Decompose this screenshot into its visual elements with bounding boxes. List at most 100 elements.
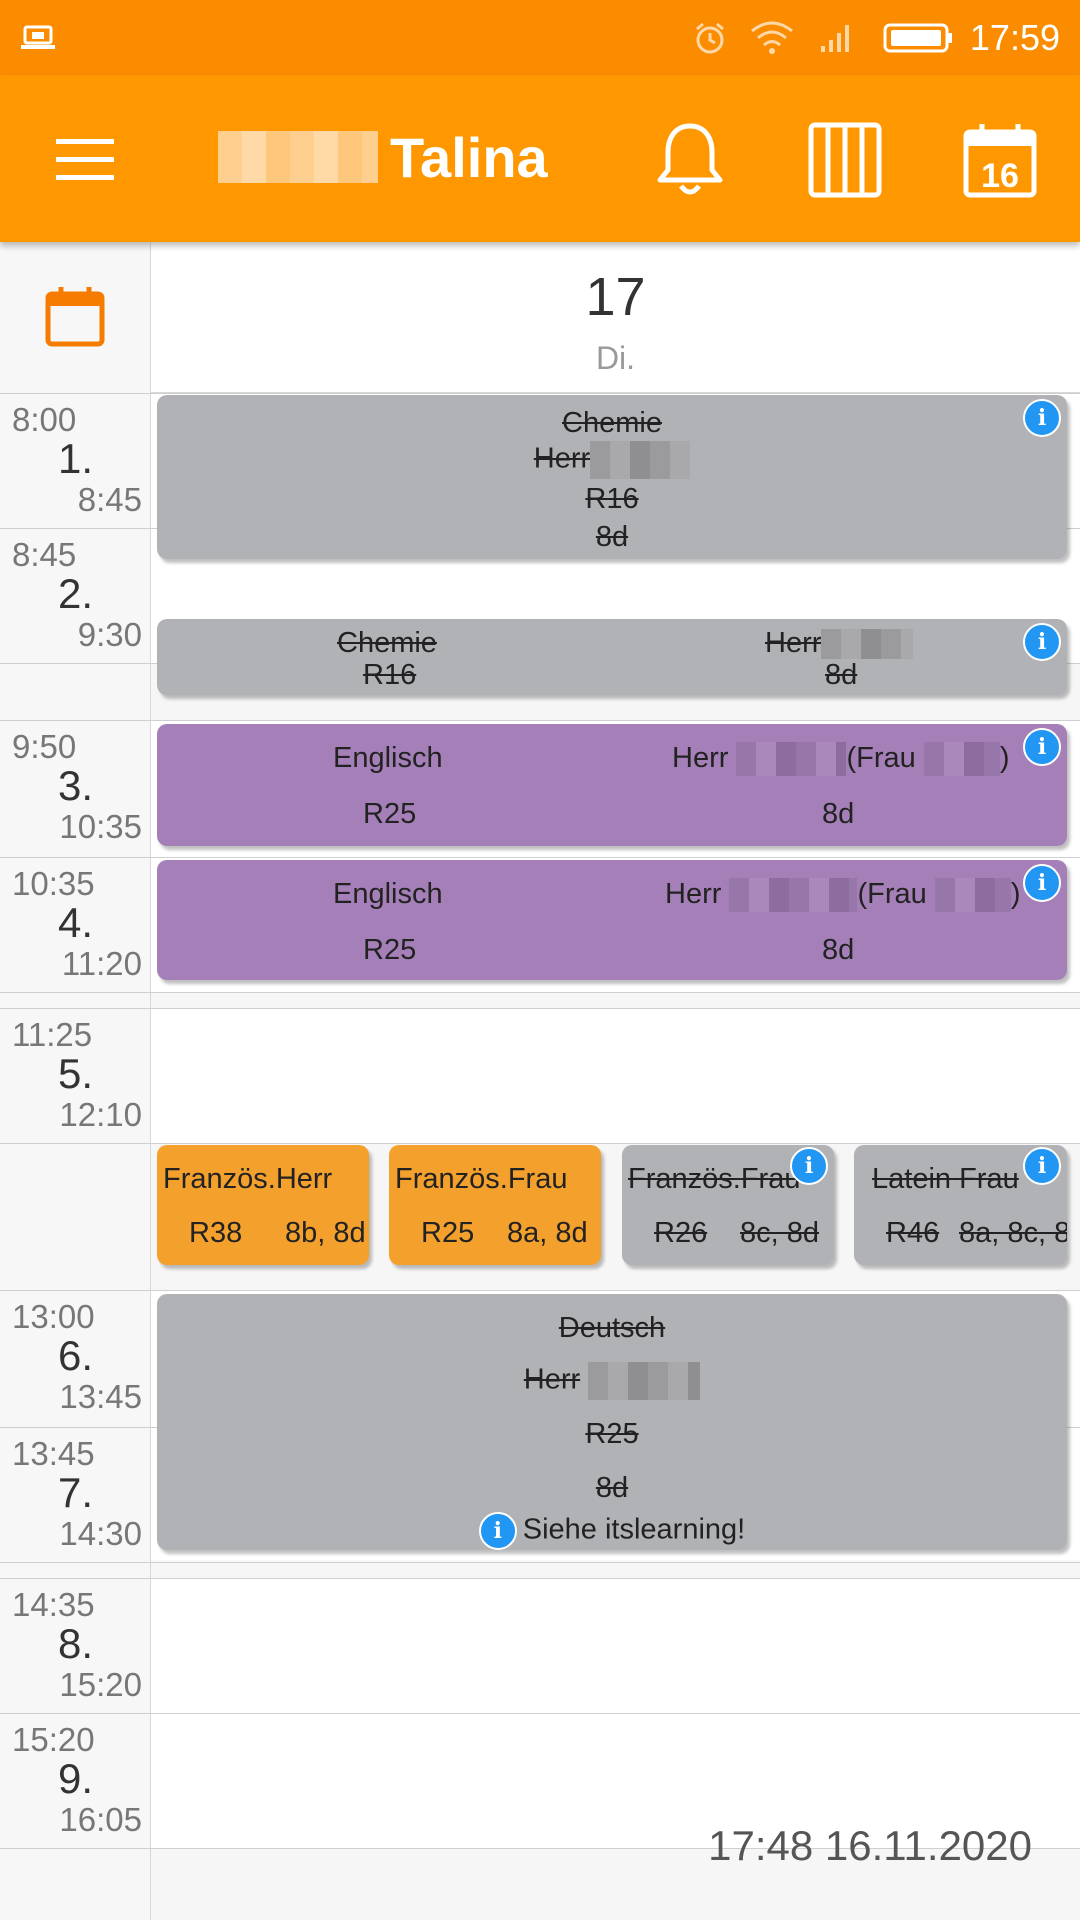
period-8: 14:35 8. 15:20 — [0, 1578, 150, 1713]
period-number: 3. — [58, 762, 94, 809]
lesson-note: i Siehe itslearning! — [157, 1512, 1067, 1550]
period-end: 14:30 — [59, 1515, 142, 1552]
lane — [151, 1008, 1080, 1143]
info-icon[interactable]: i — [478, 1512, 517, 1550]
teacher-title: Herr — [533, 442, 591, 475]
period-start: 13:45 — [12, 1435, 95, 1472]
signal-icon — [815, 0, 855, 75]
lesson-header: Französ.Herr — [163, 1163, 332, 1196]
lesson-room: R26 — [654, 1217, 708, 1249]
app-title: Talina — [218, 117, 548, 197]
menu-icon — [56, 139, 114, 180]
bell-icon — [657, 123, 723, 195]
info-icon[interactable]: i — [1023, 864, 1061, 902]
last-updated-timestamp: 17:48 16.11.2020 — [708, 1822, 1032, 1869]
lesson-subject: Deutsch — [558, 1312, 666, 1344]
info-icon[interactable]: i — [1023, 1147, 1061, 1185]
lesson-card-deutsch[interactable]: Deutsch Herr R25 8d i Siehe itslearning! — [157, 1294, 1067, 1550]
row-divider — [0, 1008, 1080, 1009]
lesson-card-englisch[interactable]: Englisch R25 Herr (Frau ) 8d i — [157, 724, 1067, 846]
period-end: 10:35 — [59, 808, 142, 845]
paren: ) — [1010, 878, 1021, 910]
lesson-card-latein[interactable]: Latein Frau R46 8a, 8c, 8 i — [854, 1145, 1067, 1265]
period-number: 8. — [58, 1620, 94, 1667]
lesson-room: R25 — [363, 934, 417, 966]
period-start: 11:25 — [12, 1016, 93, 1053]
period-number: 2. — [58, 570, 94, 617]
teacher-title: Herr — [275, 1163, 333, 1195]
lesson-subject: Chemie — [562, 407, 662, 439]
lesson-card-franzoesisch[interactable]: Französ.Herr R38 8b, 8d — [157, 1145, 369, 1265]
lesson-header: Französ.Frau — [628, 1163, 800, 1196]
redacted-name — [821, 629, 914, 660]
lesson-teacher: Herr — [157, 1362, 1067, 1400]
period-number: 1. — [58, 435, 94, 482]
substitute-teacher: (Frau — [857, 878, 927, 910]
period-start: 14:35 — [12, 1586, 95, 1623]
lesson-subject: Latein — [872, 1163, 952, 1195]
lesson-card-franzoesisch[interactable]: Französ.Frau R26 8c, 8d i — [622, 1145, 834, 1265]
lesson-class: 8d — [822, 934, 855, 966]
period-end: 11:20 — [61, 945, 142, 982]
info-icon[interactable]: i — [1023, 728, 1061, 766]
row-divider — [0, 1143, 1080, 1144]
substitute-teacher: (Frau — [846, 742, 916, 774]
today-button[interactable]: 16 — [955, 115, 1045, 205]
row-divider — [0, 857, 1080, 858]
period-start: 9:50 — [12, 728, 77, 765]
lesson-card-chemie[interactable]: Chemie R16 Herr 8d i — [157, 619, 1067, 695]
period-end: 15:20 — [59, 1666, 142, 1703]
lesson-room: R25 — [363, 798, 417, 830]
teacher-title: Frau — [959, 1163, 1019, 1195]
info-icon[interactable]: i — [1023, 399, 1061, 437]
teacher-title: Herr — [665, 878, 722, 910]
period-4: 10:35 4. 11:20 — [0, 857, 150, 992]
period-end: 12:10 — [59, 1096, 142, 1133]
redacted-name — [590, 441, 691, 479]
lesson-class: 8d — [595, 1472, 629, 1504]
day-number: 17 — [585, 267, 646, 327]
period-end: 8:45 — [77, 481, 142, 518]
day-header[interactable]: 17 Di. — [151, 242, 1080, 393]
lesson-card-englisch[interactable]: Englisch R25 Herr (Frau ) 8d i — [157, 860, 1067, 980]
app-title-text: Talina — [390, 125, 548, 189]
period-start: 10:35 — [12, 865, 95, 902]
lesson-card-chemie[interactable]: Chemie Herr R16 8d i — [157, 395, 1067, 559]
info-icon[interactable]: i — [1023, 623, 1061, 661]
period-2: 8:45 2. 9:30 — [0, 528, 150, 663]
lesson-header: Latein Frau — [872, 1163, 1019, 1196]
calendar-icon[interactable] — [45, 285, 105, 352]
redacted-name — [934, 878, 1011, 913]
lesson-subject: Französ. — [163, 1163, 276, 1195]
notifications-button[interactable] — [640, 115, 740, 205]
wifi-icon — [748, 0, 796, 75]
row-divider — [0, 393, 1080, 394]
lesson-room: R46 — [886, 1217, 940, 1249]
row-divider — [0, 1713, 1080, 1714]
period-number: 5. — [58, 1050, 94, 1097]
row-divider — [0, 992, 1080, 993]
menu-button[interactable] — [40, 115, 130, 205]
lesson-subject: Englisch — [333, 878, 443, 910]
lesson-subject: Chemie — [337, 627, 437, 659]
status-time: 17:59 — [969, 17, 1060, 58]
lesson-class: 8d — [825, 659, 858, 691]
lesson-subject: Französ. — [628, 1163, 741, 1195]
lesson-card-franzoesisch[interactable]: Französ.Frau R25 8a, 8d — [389, 1145, 601, 1265]
teacher-title: Herr — [523, 1363, 581, 1396]
period-start: 8:00 — [12, 401, 77, 438]
period-number: 7. — [58, 1469, 94, 1516]
period-6: 13:00 6. 13:45 — [0, 1290, 150, 1425]
lesson-class: 8c, 8d — [740, 1217, 819, 1249]
row-divider — [0, 1290, 1080, 1291]
period-number: 9. — [58, 1755, 94, 1802]
info-icon[interactable]: i — [790, 1147, 828, 1185]
period-end: 16:05 — [59, 1801, 142, 1838]
row-divider — [0, 720, 1080, 721]
week-view-button[interactable] — [800, 115, 890, 205]
note-text: Siehe itslearning! — [522, 1513, 746, 1546]
period-end: 9:30 — [77, 616, 142, 653]
teacher-title: Herr — [672, 742, 729, 774]
calendar-icon — [963, 124, 1037, 198]
teacher-title: Herr — [765, 627, 822, 659]
